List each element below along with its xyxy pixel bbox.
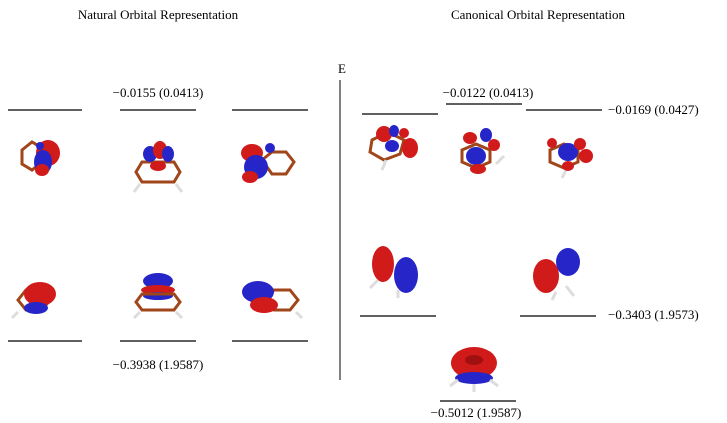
orbital-image: [241, 143, 294, 183]
orbital-image: [12, 282, 56, 318]
level-label: −0.0122 (0.0413): [443, 85, 534, 100]
orbital-image: [462, 128, 504, 174]
level-label: −0.0169 (0.0427): [608, 102, 699, 117]
orbital-image: [370, 246, 418, 298]
orbital-image: [242, 281, 302, 318]
panel-title: Natural Orbital Representation: [78, 7, 239, 22]
orbital-image: [134, 141, 182, 192]
level-label: −0.0155 (0.0413): [113, 85, 204, 100]
orbital-image: [22, 140, 60, 176]
axis-label: E: [338, 61, 346, 76]
panel-title: Canonical Orbital Representation: [451, 7, 626, 22]
orbital-image: [547, 138, 593, 178]
orbital-diagram: Natural Orbital Representation Canonical…: [0, 0, 727, 423]
orbital-image: [134, 273, 182, 318]
level-label: −0.3938 (1.9587): [113, 357, 204, 372]
orbital-image: [370, 125, 418, 170]
orbital-image: [450, 347, 498, 392]
level-label: −0.5012 (1.9587): [431, 405, 522, 420]
orbital-image: [533, 248, 580, 300]
level-label: −0.3403 (1.9573): [608, 307, 699, 322]
